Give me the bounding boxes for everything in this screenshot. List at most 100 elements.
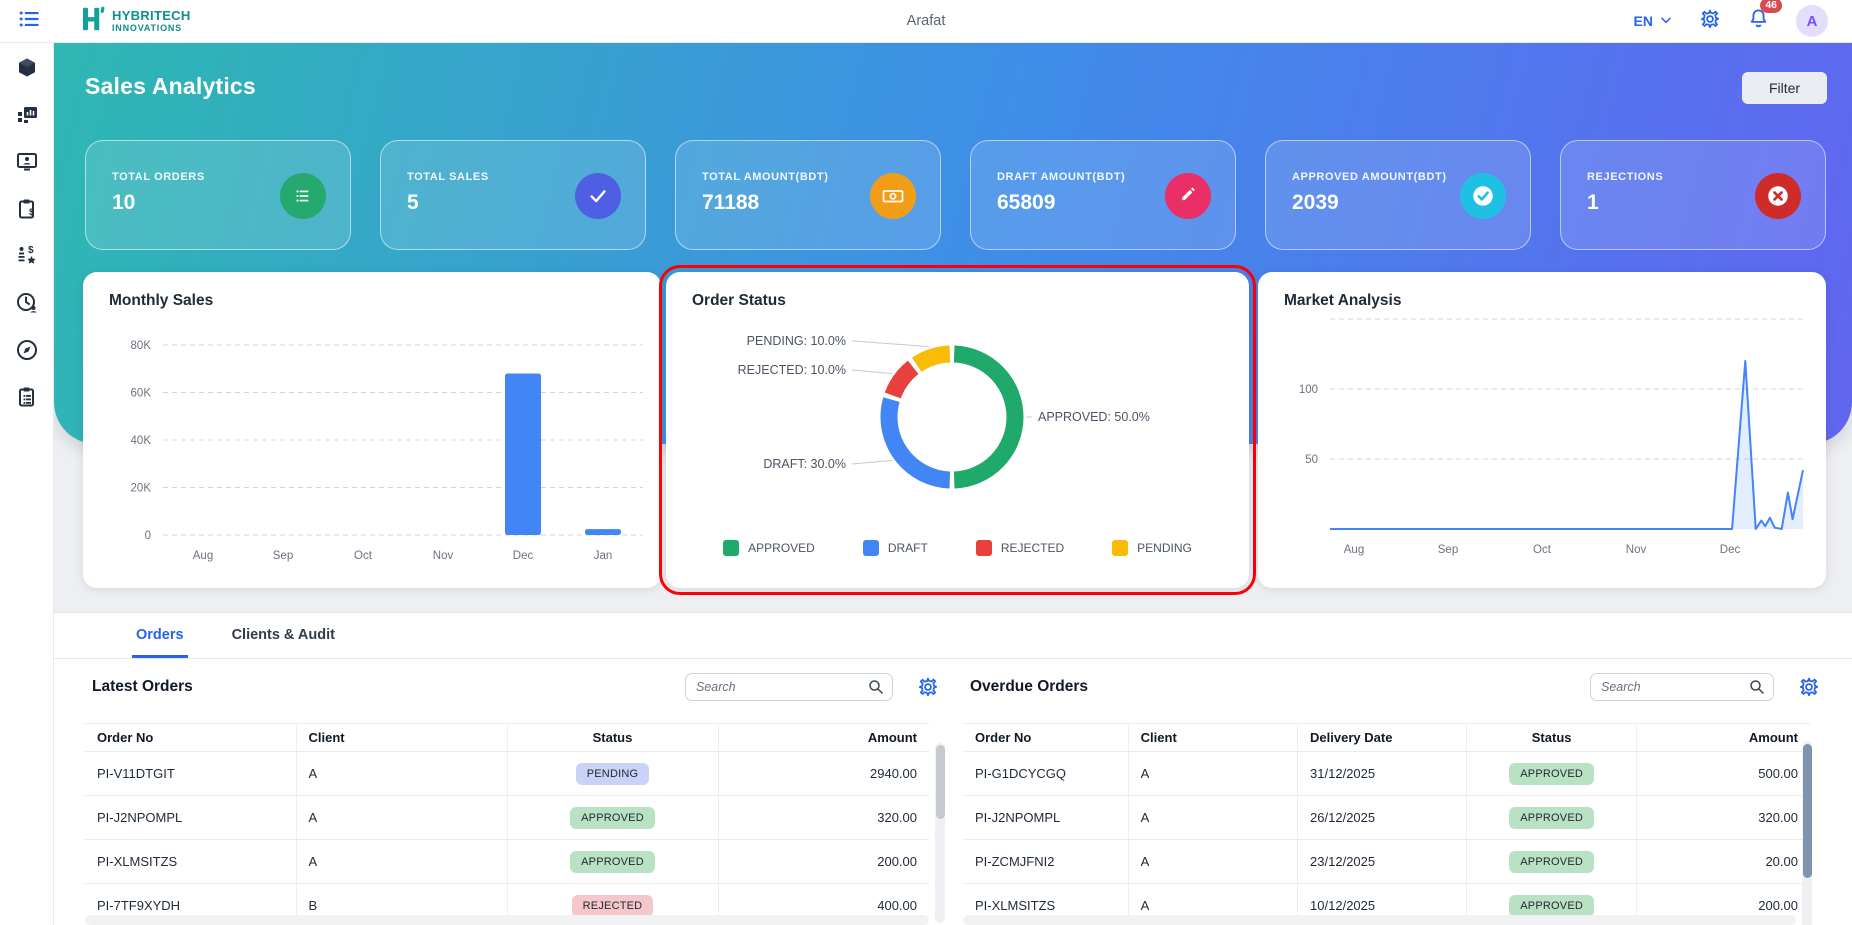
stat-label: TOTAL ORDERS [112, 171, 205, 183]
table-row[interactable]: PI-G1DCYCGQ A 31/12/2025 APPROVED 500.00 [963, 751, 1810, 796]
sidebar-item-sales-ranking[interactable]: $ [12, 245, 42, 271]
legend-label: APPROVED [748, 541, 815, 555]
stat-label: TOTAL AMOUNT(BDT) [702, 171, 829, 183]
sidebar-item-explore[interactable] [12, 339, 42, 365]
check-circle-icon [1460, 173, 1506, 219]
latest-orders-search-input[interactable] [685, 673, 893, 701]
latest-orders-hscrollbar[interactable] [85, 915, 929, 925]
status-badge: APPROVED [570, 850, 655, 873]
status-badge: APPROVED [1509, 762, 1594, 785]
market-analysis-card: Market Analysis 50 100 Aug Sep Oct Nov Dec [1258, 272, 1826, 588]
latest-orders-settings-button[interactable] [917, 676, 939, 698]
stat-value: 10 [112, 191, 136, 214]
status-badge: PENDING [575, 762, 650, 785]
brand-name: HYBRITECH [112, 8, 191, 23]
column-header: Amount [718, 723, 929, 752]
svg-text:Nov: Nov [433, 550, 454, 562]
sidebar-item-audit-log[interactable] [12, 386, 42, 412]
sidebar-item-time-tracking[interactable] [12, 292, 42, 318]
check-icon [575, 173, 621, 219]
pencil-icon [1165, 173, 1211, 219]
legend-swatch [723, 540, 740, 556]
tab-clients-audit[interactable]: Clients & Audit [231, 627, 335, 643]
stat-card-total-orders: TOTAL ORDERS 10 [85, 140, 351, 250]
stat-value: 5 [407, 191, 419, 214]
status-badge: APPROVED [1509, 850, 1594, 873]
menu-toggle-button[interactable] [16, 8, 42, 34]
list-icon [280, 173, 326, 219]
overdue-orders-settings-button[interactable] [1798, 676, 1820, 698]
monitor-user-icon [15, 150, 39, 179]
language-selector[interactable]: EN [1634, 13, 1673, 30]
amount-cell: 500.00 [1636, 751, 1810, 796]
stat-value: 1 [1587, 191, 1599, 214]
client-cell: A [296, 839, 508, 884]
svg-text:DRAFT: 30.0%: DRAFT: 30.0% [763, 457, 846, 471]
brand-subname: INNOVATIONS [112, 23, 182, 33]
order-status-card[interactable]: Order Status APPROVED: 50.0% DRAFT: 30.0%… [659, 265, 1256, 595]
search-icon [1748, 678, 1766, 701]
notification-badge: 46 [1760, 0, 1782, 13]
table-row[interactable]: PI-XLMSITZS A APPROVED 200.00 [85, 839, 929, 884]
client-cell: A [1128, 751, 1299, 796]
hamburger-icon [16, 6, 42, 37]
svg-text:Dec: Dec [513, 550, 534, 562]
chart-board-icon [15, 103, 39, 132]
legend-swatch [862, 540, 879, 556]
table-row[interactable]: PI-ZCMJFNI2 A 23/12/2025 APPROVED 20.00 [963, 839, 1810, 884]
sidebar-item-workstation[interactable] [12, 151, 42, 177]
settings-button[interactable] [1699, 8, 1721, 35]
table-row[interactable]: PI-J2NPOMPL A 26/12/2025 APPROVED 320.00 [963, 795, 1810, 840]
filter-button[interactable]: Filter [1742, 72, 1827, 104]
overdue-orders-search-input[interactable] [1590, 673, 1774, 701]
user-name-title: Arafat [906, 13, 946, 29]
order_no-cell: PI-ZCMJFNI2 [963, 839, 1129, 884]
svg-text:Aug: Aug [193, 550, 213, 562]
column-header: Delivery Date [1297, 723, 1468, 752]
latest-orders-title: Latest Orders [92, 678, 193, 695]
overdue-orders-title: Overdue Orders [970, 678, 1089, 695]
legend-item-pending: PENDING [1112, 540, 1192, 556]
sidebar-item-analytics[interactable] [12, 104, 42, 130]
svg-text:60K: 60K [131, 388, 152, 400]
stat-value: 65809 [997, 191, 1056, 214]
svg-text:100: 100 [1299, 384, 1318, 396]
legend-swatch [975, 540, 992, 556]
cash-icon [870, 173, 916, 219]
stat-card-total-sales: TOTAL SALES 5 [380, 140, 646, 250]
amount-cell: 320.00 [718, 795, 929, 840]
language-label: EN [1633, 13, 1653, 29]
latest-orders-scrollbar-track[interactable] [935, 743, 945, 923]
svg-text:20K: 20K [131, 483, 152, 495]
table-row[interactable]: PI-J2NPOMPL A APPROVED 320.00 [85, 795, 929, 840]
status-cell: APPROVED [1466, 751, 1637, 796]
status-badge: REJECTED [571, 894, 654, 917]
market-analysis-title: Market Analysis [1284, 292, 1402, 309]
brand-logo[interactable]: HYBRITECH INNOVATIONS [78, 4, 191, 39]
avatar[interactable]: A [1796, 5, 1828, 37]
notifications-button[interactable]: 46 [1747, 0, 1782, 35]
order_no-cell: PI-XLMSITZS [85, 839, 297, 884]
clipboard-dollar-icon: $ [15, 197, 39, 226]
status-badge: APPROVED [1509, 894, 1594, 917]
sidebar: $ $ [0, 43, 54, 925]
sidebar-item-billing[interactable]: $ [12, 198, 42, 224]
overdue-orders-hscrollbar[interactable] [963, 915, 1796, 925]
order_no-cell: PI-J2NPOMPL [963, 795, 1129, 840]
delivery_date-cell: 23/12/2025 [1297, 839, 1468, 884]
status-badge: APPROVED [1509, 806, 1594, 829]
sidebar-item-products[interactable] [12, 57, 42, 83]
svg-text:Nov: Nov [1626, 544, 1647, 556]
delivery_date-cell: 31/12/2025 [1297, 751, 1468, 796]
stats-row: TOTAL ORDERS 10 TOTAL SALES 5 TOTAL AMOUNT(B… [85, 140, 1826, 250]
status-cell: PENDING [507, 751, 719, 796]
overdue-orders-scrollbar-thumb[interactable] [1803, 744, 1812, 878]
table-row[interactable]: PI-V11DTGIT A PENDING 2940.00 [85, 751, 929, 796]
status-cell: APPROVED [1466, 795, 1637, 840]
svg-text:80K: 80K [131, 340, 152, 352]
latest-orders-scrollbar-thumb[interactable] [936, 745, 945, 819]
amount-cell: 320.00 [1636, 795, 1810, 840]
status-cell: APPROVED [507, 839, 719, 884]
tab-orders[interactable]: Orders [132, 627, 188, 658]
column-header: Amount [1636, 723, 1810, 752]
